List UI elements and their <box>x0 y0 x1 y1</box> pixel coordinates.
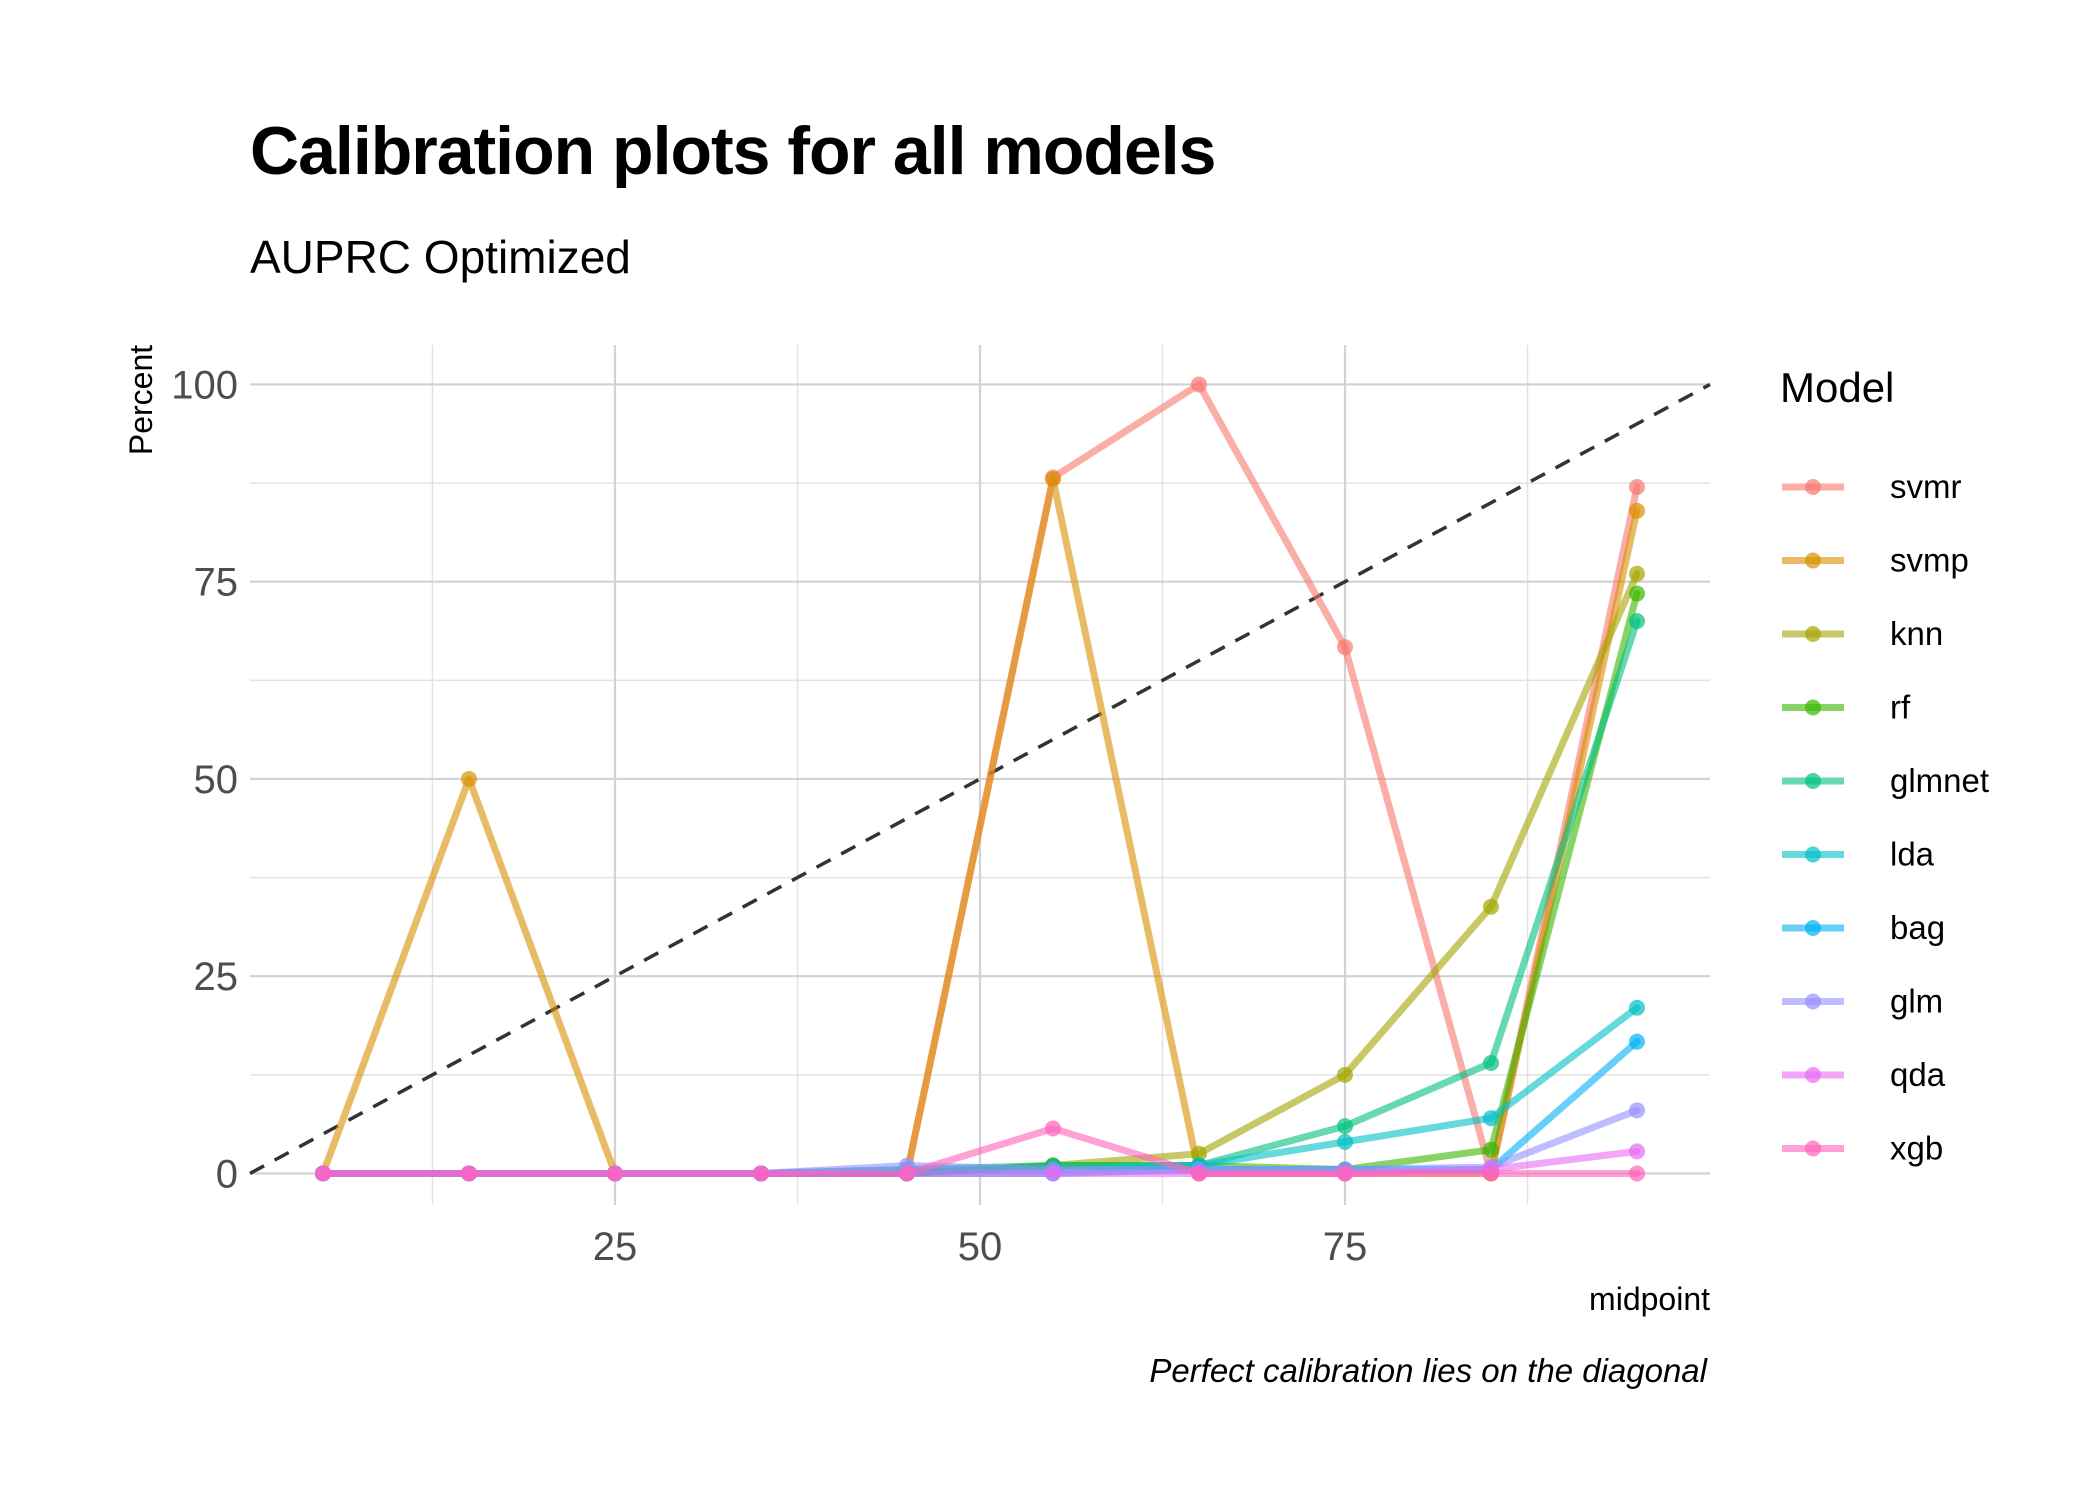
data-point-svmp <box>1629 502 1645 519</box>
series-line-xgb <box>319 1124 1641 1177</box>
data-point-qda <box>1045 1165 1061 1182</box>
legend-key-point <box>1805 993 1821 1010</box>
data-point-lda <box>1337 1133 1353 1150</box>
data-point-glmnet <box>1337 1118 1353 1135</box>
legend-key-point <box>1805 920 1821 936</box>
y-axis-title: Percent <box>123 345 159 455</box>
chart-caption: Perfect calibration lies on the diagonal <box>1149 1352 1707 1389</box>
data-point-svmr <box>1337 639 1353 656</box>
legend-key-point <box>1805 1140 1821 1157</box>
legend-item-lda: lda <box>1782 836 1935 873</box>
data-point-lda <box>1483 1110 1499 1127</box>
data-point-glm <box>1629 1102 1645 1119</box>
legend-key-point <box>1805 699 1821 716</box>
data-point-xgb <box>315 1165 331 1182</box>
legend-item-glm: glm <box>1782 983 1943 1020</box>
legend-item-svmr: svmr <box>1782 468 1961 505</box>
legend-key-point <box>1805 626 1821 642</box>
data-point-xgb <box>1191 1165 1207 1182</box>
legend-label: rf <box>1890 689 1911 726</box>
data-point-xgb <box>753 1165 769 1182</box>
legend-item-xgb: xgb <box>1782 1130 1943 1167</box>
data-point-rf <box>1629 585 1645 602</box>
data-point-knn <box>1483 898 1499 915</box>
data-point-svmr <box>1629 479 1645 496</box>
x-tick-label: 25 <box>593 1225 638 1269</box>
perfect-calibration-diagonal <box>249 382 1711 1175</box>
y-tick-label: 50 <box>194 758 239 802</box>
legend-label: qda <box>1890 1056 1946 1093</box>
data-point-xgb <box>607 1165 623 1182</box>
data-point-svmp <box>1045 471 1061 488</box>
data-point-qda <box>1629 1143 1645 1160</box>
data-point-svmr <box>1191 376 1207 393</box>
chart-title: Calibration plots for all models <box>250 113 1216 189</box>
series-xgb <box>315 1120 1645 1182</box>
legend-label: svmp <box>1890 542 1969 579</box>
legend-key-point <box>1805 1067 1821 1083</box>
legend-label: bag <box>1890 909 1945 946</box>
legend-label: knn <box>1890 615 1943 652</box>
data-point-rf <box>1483 1141 1499 1158</box>
data-point-lda <box>1629 999 1645 1016</box>
legend-item-glmnet: glmnet <box>1782 762 1989 799</box>
legend-key-point <box>1805 552 1821 569</box>
y-tick-label: 25 <box>194 955 239 999</box>
legend: Model svmr svmp knn rf glmnet lda bag glm qda xgb <box>1780 364 1989 1167</box>
series-layer <box>315 376 1645 1182</box>
legend-label: xgb <box>1890 1130 1943 1167</box>
legend-item-bag: bag <box>1782 909 1945 946</box>
legend-item-knn: knn <box>1782 615 1943 652</box>
y-tick-label: 0 <box>216 1152 238 1196</box>
data-point-bag <box>1629 1033 1645 1050</box>
x-axis-title: midpoint <box>1589 1281 1710 1317</box>
data-point-knn <box>1191 1145 1207 1162</box>
legend-label: svmr <box>1890 468 1961 505</box>
legend-label: glm <box>1890 983 1943 1020</box>
data-point-knn <box>1337 1066 1353 1083</box>
x-tick-label: 50 <box>958 1225 1003 1269</box>
data-point-xgb <box>1629 1165 1645 1182</box>
data-point-knn <box>1629 565 1645 582</box>
data-point-glmnet <box>1483 1054 1499 1071</box>
data-point-glmnet <box>1629 613 1645 630</box>
data-point-xgb <box>1337 1165 1353 1182</box>
legend-label: glmnet <box>1890 762 1989 799</box>
y-tick-label: 100 <box>171 363 238 407</box>
x-tick-label: 75 <box>1323 1225 1368 1269</box>
legend-item-svmp: svmp <box>1782 542 1969 579</box>
chart-subtitle: AUPRC Optimized <box>250 231 631 283</box>
y-tick-label: 75 <box>194 561 239 605</box>
legend-title: Model <box>1780 364 1894 411</box>
legend-item-rf: rf <box>1782 689 1911 726</box>
data-point-xgb <box>461 1165 477 1182</box>
legend-label: lda <box>1890 836 1935 873</box>
legend-key-point <box>1805 479 1821 495</box>
data-point-svmp <box>461 770 477 787</box>
legend-item-qda: qda <box>1782 1056 1946 1093</box>
data-point-xgb <box>1045 1120 1061 1137</box>
legend-key-point <box>1805 846 1821 863</box>
axis-layer: 25 50 75 0 25 50 75 100 <box>171 363 1367 1269</box>
data-point-xgb <box>1483 1165 1499 1182</box>
legend-key-point <box>1805 773 1821 789</box>
data-point-xgb <box>899 1165 915 1182</box>
